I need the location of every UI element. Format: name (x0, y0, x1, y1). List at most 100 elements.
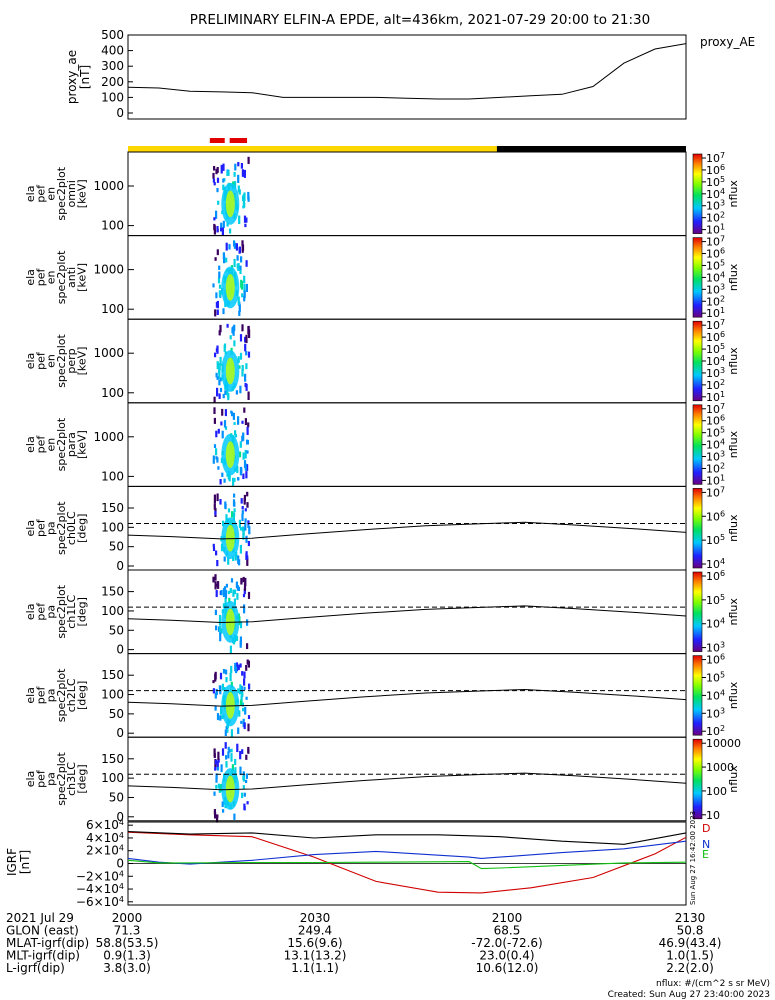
spectrogram-cell (219, 377, 222, 382)
ae-ytick-label: 0 (116, 106, 124, 120)
igrf-ytick-label: 6×104 (86, 818, 124, 832)
spectrogram-cell (225, 242, 228, 251)
spectrogram-cell (243, 686, 246, 690)
spectrogram-cell (240, 685, 243, 695)
spectrogram-cell (233, 813, 236, 820)
spectrogram-cell (238, 215, 241, 225)
igrf-legend-e: E (702, 848, 709, 861)
spectrogram-cell (245, 471, 248, 479)
ephemeris-value: 46.9(43.4) (659, 936, 722, 950)
panel-ylabel-line: [deg] (76, 681, 89, 710)
igrf-series-n (127, 840, 687, 865)
panel-ylabel-line: ela (24, 436, 37, 453)
colorbar-tick-label: 10 (706, 809, 720, 822)
proxy-ae-line (127, 43, 687, 100)
spectrogram-cell (225, 726, 228, 730)
spectrogram-cell (213, 223, 216, 230)
spectrogram-cell (237, 356, 240, 363)
panel-ylabel-line: spec2plot (55, 334, 68, 388)
ephemeris-row-label: MLAT-igrf(dip) (6, 936, 89, 950)
ytick-label: 0 (116, 559, 124, 573)
spectrogram-cell (237, 664, 240, 671)
colorbar-tick-label: 103 (706, 282, 725, 296)
spectrogram-panels: 107106105104103102101nfluxelapefenspec2p… (24, 151, 741, 824)
loss-cone-line (127, 688, 687, 707)
spectrogram-cell (212, 455, 215, 464)
colorbar-tick-label: 106 (706, 247, 725, 261)
spectrogram-cell (238, 189, 241, 195)
spectrogram-cell (241, 240, 244, 247)
spectrogram-cell (216, 583, 219, 587)
panel-ylabel-line: spec2plot (55, 166, 68, 220)
spectrogram-cell (212, 172, 215, 179)
igrf-ylabel-line: IGRF (5, 848, 19, 876)
spectrogram-cell (214, 692, 217, 699)
spectrogram-cell (248, 683, 251, 690)
ytick-label: 150 (101, 668, 124, 682)
colorbar-tick-label: 105 (706, 426, 725, 440)
spectrogram-cell (242, 532, 245, 540)
colorbar-tick-label: 106 (706, 569, 725, 583)
colorbar-tick-label: 102 (706, 724, 725, 738)
spectrogram-cell (216, 560, 219, 567)
spectrogram-cell (241, 195, 245, 202)
colorbar-tick-label: 104 (706, 617, 725, 631)
spectrogram-cell (237, 586, 240, 591)
spectrogram-cell (228, 749, 231, 753)
spectrogram-cell (219, 672, 223, 680)
ytick-label: 50 (109, 623, 124, 637)
spectrogram-cell (213, 217, 216, 221)
spectrogram-cell (247, 524, 250, 528)
spectrogram-cell (247, 746, 250, 753)
spectrogram-cell (220, 222, 223, 232)
spectrogram-cell (232, 499, 236, 507)
spectrogram-cell (216, 249, 219, 256)
igrf-lines (127, 831, 687, 894)
spectrogram-cell (245, 260, 248, 267)
spectrogram-cell (233, 340, 236, 347)
spectrogram-cell (241, 506, 244, 510)
panel-ylabel-line: pef (34, 351, 47, 370)
panel-ylabel-line: perp (65, 348, 78, 373)
proxy-ae-legend: proxy_AE (700, 35, 755, 49)
spectrogram-cell (223, 478, 226, 483)
panel-ylabel-line: anti (65, 267, 78, 288)
panel-ylabel-line: [deg] (76, 514, 89, 543)
panel-ylabel-line: ch0LC (65, 511, 78, 545)
colorbar (692, 153, 703, 234)
spectrogram-cell (224, 390, 227, 395)
spectrogram-cell (215, 776, 218, 783)
spectrogram-cell (239, 621, 243, 629)
igrf-legend-n: N (702, 838, 710, 851)
colorbar-tick-label: 107 (706, 318, 725, 332)
ae-ylabel-line: [nT] (78, 65, 92, 89)
spectrogram-cell (220, 543, 224, 552)
panel-ylabel-line: spec2plot (55, 417, 68, 471)
spectrogram-cell (235, 390, 238, 395)
spectrogram-cell (213, 503, 216, 510)
spectrogram-cell (213, 182, 216, 186)
spectrogram-cell (218, 265, 221, 270)
spectrogram-cell (238, 365, 241, 369)
ytick-label: 0 (116, 643, 124, 657)
spectrogram-cell (239, 352, 243, 360)
panel-ylabel-line: pa (45, 521, 58, 535)
panel-frame (127, 151, 687, 237)
spectrogram-cell (216, 493, 219, 502)
spectrogram-cell (242, 775, 245, 782)
spectrogram-cell (215, 168, 218, 175)
colorbar-tick-label: 104 (706, 270, 725, 284)
colorbar-tick-label: 104 (706, 187, 725, 201)
spectrogram-cell (212, 283, 215, 288)
spectrogram-cell (222, 588, 226, 598)
spectrogram-cell (214, 671, 217, 680)
spectrogram-cell (218, 614, 222, 623)
spectrogram-cell (240, 695, 243, 704)
ephemeris-value: 58.8(53.5) (96, 936, 159, 950)
spectrogram-cell (244, 449, 247, 459)
